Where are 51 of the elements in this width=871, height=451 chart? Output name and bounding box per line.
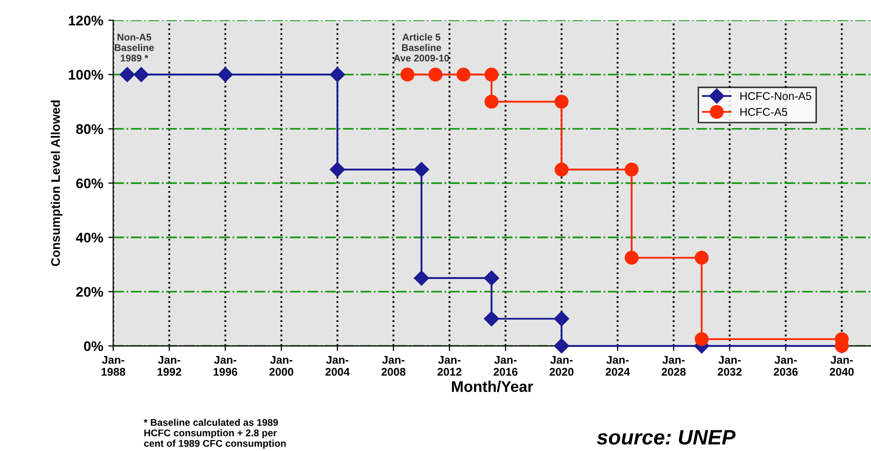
point <box>554 338 570 354</box>
source-note: source: UNEP <box>596 430 736 445</box>
y-tick-label: 100% <box>68 70 104 80</box>
text: * Baseline calculated as 1989 HCFC consumption + 2.8 per cent of 1989 CFC consumption <box>144 418 286 449</box>
x-tick-label: Jan- 2016 <box>494 356 518 376</box>
x-tick-label: Jan- 2036 <box>774 356 798 376</box>
x-tick-label: Jan- 2000 <box>269 356 294 376</box>
point <box>624 162 639 176</box>
point <box>484 311 500 326</box>
x-axis-title: Month/Year <box>452 380 534 392</box>
x-tick-label: Jan- 2032 <box>718 356 742 376</box>
legend-label: HCFC-A5 <box>740 108 788 116</box>
point <box>330 162 345 178</box>
y-tick-label: 60% <box>76 178 104 188</box>
point <box>624 250 639 265</box>
point <box>484 270 500 286</box>
point <box>414 270 430 286</box>
point <box>694 250 709 265</box>
point <box>218 66 233 82</box>
point <box>554 162 569 176</box>
y-tick-label: 40% <box>76 232 104 243</box>
annotation: Article 5 Baseline Ave 2009-10 <box>394 33 450 62</box>
point <box>330 66 345 82</box>
point <box>554 311 570 326</box>
x-tick-label: Jan- 2024 <box>606 356 630 376</box>
annotation: Non-A5 Baseline 1989 * <box>114 34 154 62</box>
point <box>484 94 498 109</box>
point <box>134 66 149 82</box>
y-tick-label: 80% <box>76 124 104 134</box>
point <box>554 94 569 109</box>
x-tick-label: Jan- 1988 <box>102 356 126 376</box>
point <box>400 68 414 82</box>
x-tick-label: Jan- 1992 <box>158 356 182 376</box>
x-tick-label: Jan- 2028 <box>662 356 686 376</box>
point <box>120 66 135 82</box>
point <box>414 162 430 178</box>
point <box>694 332 709 346</box>
x-tick-label: Jan- 2020 <box>550 356 574 376</box>
y-tick-label: 0% <box>84 341 104 352</box>
y-tick-label: 20% <box>76 286 104 297</box>
y-axis-title: Consumption Level Allowed <box>50 100 62 266</box>
point <box>428 68 442 82</box>
x-tick-label: Jan- 2004 <box>325 356 350 376</box>
x-tick-label: Jan- 1996 <box>214 356 238 376</box>
x-tick-label: Jan- 2008 <box>381 356 406 376</box>
point <box>456 68 470 82</box>
x-tick-label: Jan- 2012 <box>438 356 462 376</box>
point <box>484 68 498 82</box>
x-tick-label: Jan- 2040 <box>830 356 854 376</box>
legend-label: HCFC-Non-A5 <box>740 92 812 100</box>
y-tick-label: 120% <box>68 16 104 26</box>
